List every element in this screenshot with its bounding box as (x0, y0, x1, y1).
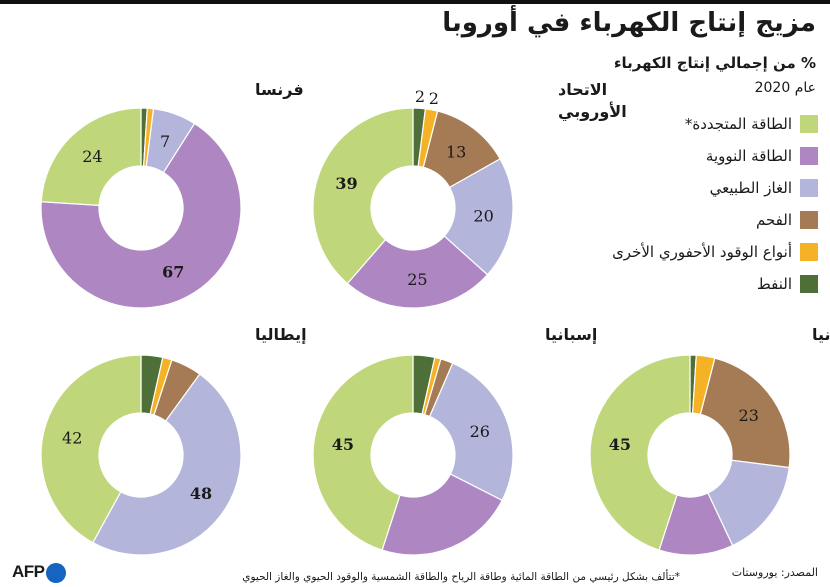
legend-label-other_fossil: أنواع الوقود الأحفوري الأخرى (612, 243, 792, 261)
legend-swatch-coal (800, 211, 818, 229)
donut-chart-0: 7 67 24 فرنسا (40, 80, 304, 309)
slice-renewable (40, 354, 142, 544)
slice-renewable (40, 107, 142, 206)
data-label-other_fossil: 2 (429, 89, 439, 108)
donut-chart-4: 23 45 ألمانيا (589, 324, 830, 556)
legend-item-other_fossil: أنواع الوقود الأحفوري الأخرى (558, 236, 818, 268)
top-rule (0, 0, 830, 4)
slice-nuclear (346, 235, 489, 309)
afp-logo-text: AFP (12, 562, 45, 582)
data-label-renewable: 45 (332, 435, 354, 454)
slice-renewable (312, 107, 414, 285)
data-label-renewable: 39 (335, 174, 357, 193)
data-label-gas: 26 (470, 422, 490, 441)
legend-swatch-nuclear (800, 147, 818, 165)
donut-chart-3: 26 45 إسبانيا (312, 325, 597, 556)
legend-label-oil: النفط (756, 275, 792, 293)
legend-label-gas: الغاز الطبيعي (709, 179, 792, 197)
chart-title: إيطاليا (255, 325, 307, 344)
afp-logo-dot (45, 563, 66, 583)
legend-swatch-oil (800, 275, 818, 293)
data-label-renewable: 45 (609, 435, 631, 454)
afp-logo: AFP (12, 562, 66, 583)
data-label-renewable: 24 (82, 147, 102, 166)
slice-nuclear (40, 122, 242, 309)
slice-gas (707, 459, 790, 547)
chart-subtitle: % من إجمالي إنتاج الكهرباء (613, 54, 816, 72)
data-label-coal: 13 (446, 143, 466, 162)
data-label-nuclear: 67 (162, 262, 184, 281)
legend-item-nuclear: الطاقة النووية (558, 140, 818, 172)
donut-chart-1: 2 2 13 20 25 39 الاتحاد الأوروبي (312, 80, 627, 309)
data-label-nuclear: 25 (407, 270, 427, 289)
data-label-renewable: 42 (62, 428, 82, 447)
source-note: المصدر: يوروستات (731, 566, 818, 579)
chart-title: فرنسا (255, 80, 304, 99)
chart-title: الأوروبي (558, 102, 627, 122)
legend-label-renewable: الطاقة المتجددة* (684, 115, 792, 133)
donut-chart-2: 48 42 إيطاليا (40, 325, 307, 556)
slice-gas (443, 158, 514, 276)
slice-gas (92, 373, 242, 556)
slice-renewable (312, 354, 414, 551)
slice-coal (699, 357, 791, 469)
legend-label-nuclear: الطاقة النووية (705, 147, 792, 165)
data-label-oil: 2 (415, 87, 425, 106)
legend-swatch-other_fossil (800, 243, 818, 261)
chart-title: إسبانيا (545, 325, 597, 344)
legend-swatch-renewable (800, 115, 818, 133)
legend-item-gas: الغاز الطبيعي (558, 172, 818, 204)
slice-renewable (589, 354, 691, 551)
data-label-gas: 48 (190, 484, 212, 503)
footnote: *تتألف بشكل رئيسي من الطاقة المائية وطاق… (242, 571, 680, 583)
slice-gas (428, 362, 514, 502)
slice-nuclear (381, 473, 503, 556)
chart-title: الاتحاد (558, 80, 607, 99)
page-title: مزيج إنتاج الكهرباء في أوروبا (442, 8, 816, 38)
legend: الطاقة المتجددة* الطاقة النووية الغاز الطب… (558, 108, 818, 300)
chart-title: ألمانيا (812, 324, 830, 344)
legend-label-coal: الفحم (756, 211, 792, 229)
data-label-gas: 20 (473, 207, 493, 226)
legend-item-oil: النفط (558, 268, 818, 300)
data-label-gas: 7 (160, 132, 170, 151)
year-label: عام 2020 (754, 80, 816, 96)
legend-swatch-gas (800, 179, 818, 197)
data-label-coal: 23 (739, 406, 759, 425)
legend-item-coal: الفحم (558, 204, 818, 236)
legend-item-renewable: الطاقة المتجددة* (558, 108, 818, 140)
